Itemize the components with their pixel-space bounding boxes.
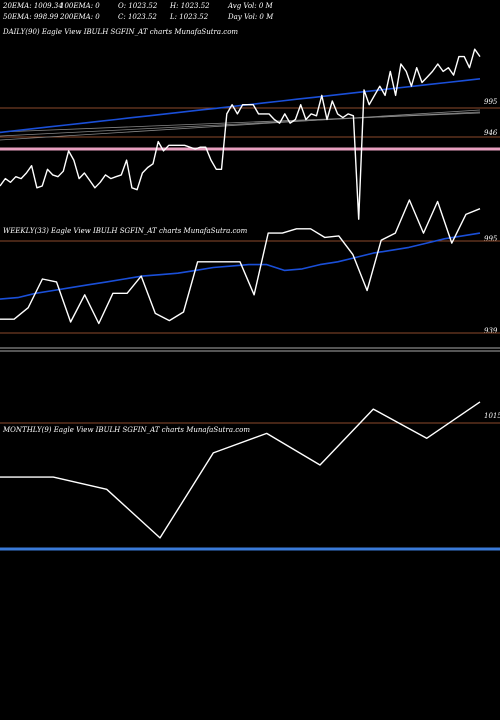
ema200-label: 200EMA: 0 xyxy=(60,13,100,21)
daily-trend-line-1 xyxy=(0,109,481,141)
avg-vol-label: Avg Vol: 0 M xyxy=(228,2,273,10)
monthly-ytick-upper: 1015 xyxy=(484,412,500,420)
daily-ytick-upper: 995 xyxy=(484,98,498,106)
monthly-price-line xyxy=(0,401,481,539)
ema100-label: 100EMA: 0 xyxy=(60,2,100,10)
high-label: H: 1023.52 xyxy=(170,2,210,10)
low-label: L: 1023.52 xyxy=(170,13,209,21)
weekly-ytick-lower: 939 xyxy=(484,327,498,335)
daily-ytick-lower: 946 xyxy=(484,129,498,137)
close-label: C: 1023.52 xyxy=(118,13,157,21)
ema50-label: 50EMA: 998.99 xyxy=(3,13,59,21)
weekly-price-line xyxy=(0,199,481,325)
open-label: O: 1023.52 xyxy=(118,2,158,10)
monthly-panel-title: MONTHLY(9) Eagle View IBULH SGFIN_AT cha… xyxy=(3,426,250,434)
weekly-ytick-upper: 995 xyxy=(484,235,498,243)
daily-ema-line xyxy=(0,78,481,134)
weekly-panel-title: WEEKLY(33) Eagle View IBULH SGFIN_AT cha… xyxy=(3,227,248,235)
daily-price-line xyxy=(0,48,481,220)
day-vol-label: Day Vol: 0 M xyxy=(228,13,274,21)
ema20-label: 20EMA: 1009.34 xyxy=(3,2,63,10)
daily-trend-line-3 xyxy=(0,112,481,133)
weekly-ema-line xyxy=(0,232,481,300)
daily-panel-title: DAILY(90) Eagle View IBULH SGFIN_AT char… xyxy=(3,28,239,36)
